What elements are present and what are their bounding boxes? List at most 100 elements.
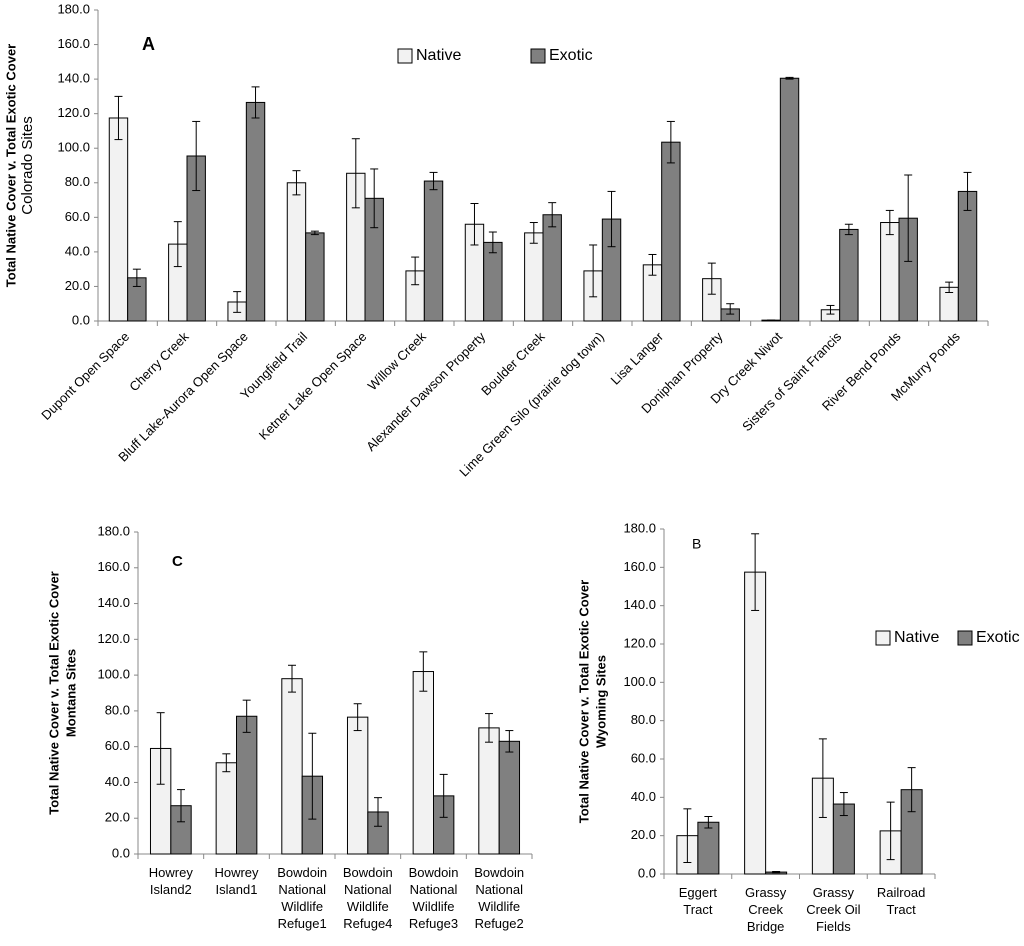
bar xyxy=(236,715,258,855)
error-bar xyxy=(726,303,735,315)
y-axis-label: Total Native Cover v. Total Exotic Cover xyxy=(46,571,61,814)
panel-label: B xyxy=(692,536,701,552)
x-tick-label: Howrey Island1 xyxy=(214,865,259,897)
y-tick-label: 140.0 xyxy=(57,71,90,86)
x-tick-label: Alexander Dawson Property xyxy=(363,329,488,454)
bar xyxy=(305,232,325,322)
error-bar xyxy=(292,170,301,196)
legend-swatch xyxy=(530,48,546,64)
panel-label: A xyxy=(142,34,155,54)
y-axis-sublabel: Montana Sites xyxy=(63,649,78,737)
y-tick-label: 20.0 xyxy=(65,278,90,293)
bar xyxy=(839,228,859,322)
error-bar xyxy=(844,223,853,236)
error-bar xyxy=(666,120,675,164)
error-bar xyxy=(470,203,479,246)
error-bar xyxy=(156,712,165,785)
legend-label: Exotic xyxy=(976,629,1020,646)
y-axis-label: Total Native Cover v. Total Exotic Cover xyxy=(576,580,591,823)
x-tick-label: Willow Creek xyxy=(365,329,430,394)
legend-label: Native xyxy=(416,47,461,64)
x-tick-label: Grassy Creek Oil Fields xyxy=(806,885,860,934)
error-bar xyxy=(548,202,557,228)
panel-label: C xyxy=(172,553,183,570)
error-bar xyxy=(648,253,657,276)
legend-label: Native xyxy=(894,629,939,646)
y-tick-label: 80.0 xyxy=(631,712,656,727)
error-bar xyxy=(222,753,231,773)
error-bar xyxy=(751,533,760,611)
x-tick-label: Howrey Island2 xyxy=(149,865,194,897)
error-bar xyxy=(233,291,242,313)
bar xyxy=(245,101,266,322)
bar xyxy=(697,821,720,875)
error-bar xyxy=(351,138,360,209)
y-tick-label: 100.0 xyxy=(97,667,130,682)
x-tick-label: Bowdoin National Wildlife Refuge4 xyxy=(343,865,393,931)
bar xyxy=(423,180,444,322)
error-bar xyxy=(607,190,616,248)
x-tick-label: Ketner Lake Open Space xyxy=(256,329,370,443)
error-bar xyxy=(785,76,794,80)
x-tick-label: Sisters of Saint Francis xyxy=(739,329,844,434)
y-tick-label: 160.0 xyxy=(623,559,656,574)
bar xyxy=(478,727,500,855)
error-bar xyxy=(505,730,514,753)
y-tick-label: 120.0 xyxy=(57,105,90,120)
x-tick-label: Bowdoin National Wildlife Refuge2 xyxy=(474,865,524,931)
bar xyxy=(744,571,767,875)
bar xyxy=(498,740,521,855)
error-bar xyxy=(251,86,260,119)
y-tick-label: 20.0 xyxy=(105,810,130,825)
error-bar xyxy=(963,171,972,211)
x-tick-label: Bowdoin National Wildlife Refuge3 xyxy=(409,865,459,931)
error-bar xyxy=(529,222,538,244)
error-bar xyxy=(114,95,123,141)
error-bar xyxy=(839,792,848,817)
error-bar xyxy=(177,789,186,823)
y-tick-label: 180.0 xyxy=(97,523,130,538)
error-bar xyxy=(429,171,438,191)
y-axis-sublabel: Wyoming Sites xyxy=(593,655,608,748)
y-tick-label: 60.0 xyxy=(631,750,656,765)
y-axis-sublabel: Colorado Sites xyxy=(19,116,36,214)
y-tick-label: 60.0 xyxy=(65,209,90,224)
bar xyxy=(412,671,435,855)
error-bar xyxy=(589,244,598,298)
bar xyxy=(542,214,562,322)
error-bar xyxy=(818,738,827,818)
y-tick-label: 60.0 xyxy=(105,738,130,753)
error-bar xyxy=(173,221,182,268)
bar xyxy=(779,77,800,322)
error-bar xyxy=(907,767,916,813)
y-tick-label: 180.0 xyxy=(57,1,90,16)
legend-swatch xyxy=(397,48,413,64)
error-bar xyxy=(132,268,141,287)
error-bar xyxy=(707,262,716,295)
legend-label: Exotic xyxy=(549,47,593,64)
y-axis-label: Total Native Cover v. Total Exotic Cover xyxy=(3,44,18,287)
y-tick-label: 120.0 xyxy=(97,631,130,646)
error-bar xyxy=(488,231,497,254)
x-tick-label: Bowdoin National Wildlife Refuge1 xyxy=(277,865,327,931)
error-bar xyxy=(287,664,296,693)
bar xyxy=(880,222,900,322)
error-bar xyxy=(192,120,201,192)
error-bar xyxy=(439,773,448,818)
bar xyxy=(108,117,129,322)
x-tick-label: Dupont Open Space xyxy=(38,329,132,423)
y-tick-label: 160.0 xyxy=(97,559,130,574)
y-tick-label: 140.0 xyxy=(623,597,656,612)
x-tick-label: Grassy Creek Bridge xyxy=(745,885,787,934)
error-bar xyxy=(242,699,251,733)
x-tick-label: Railroad Tract xyxy=(877,885,925,917)
y-tick-label: 0.0 xyxy=(638,865,656,880)
x-tick-label: Eggert Tract xyxy=(679,885,718,917)
error-bar xyxy=(374,797,383,827)
y-tick-label: 80.0 xyxy=(65,174,90,189)
error-bar xyxy=(308,732,317,820)
error-bar xyxy=(772,871,781,874)
x-tick-label: Bluff Lake-Aurora Open Space xyxy=(115,329,251,465)
y-tick-label: 140.0 xyxy=(97,595,130,610)
legend-swatch xyxy=(957,630,973,646)
